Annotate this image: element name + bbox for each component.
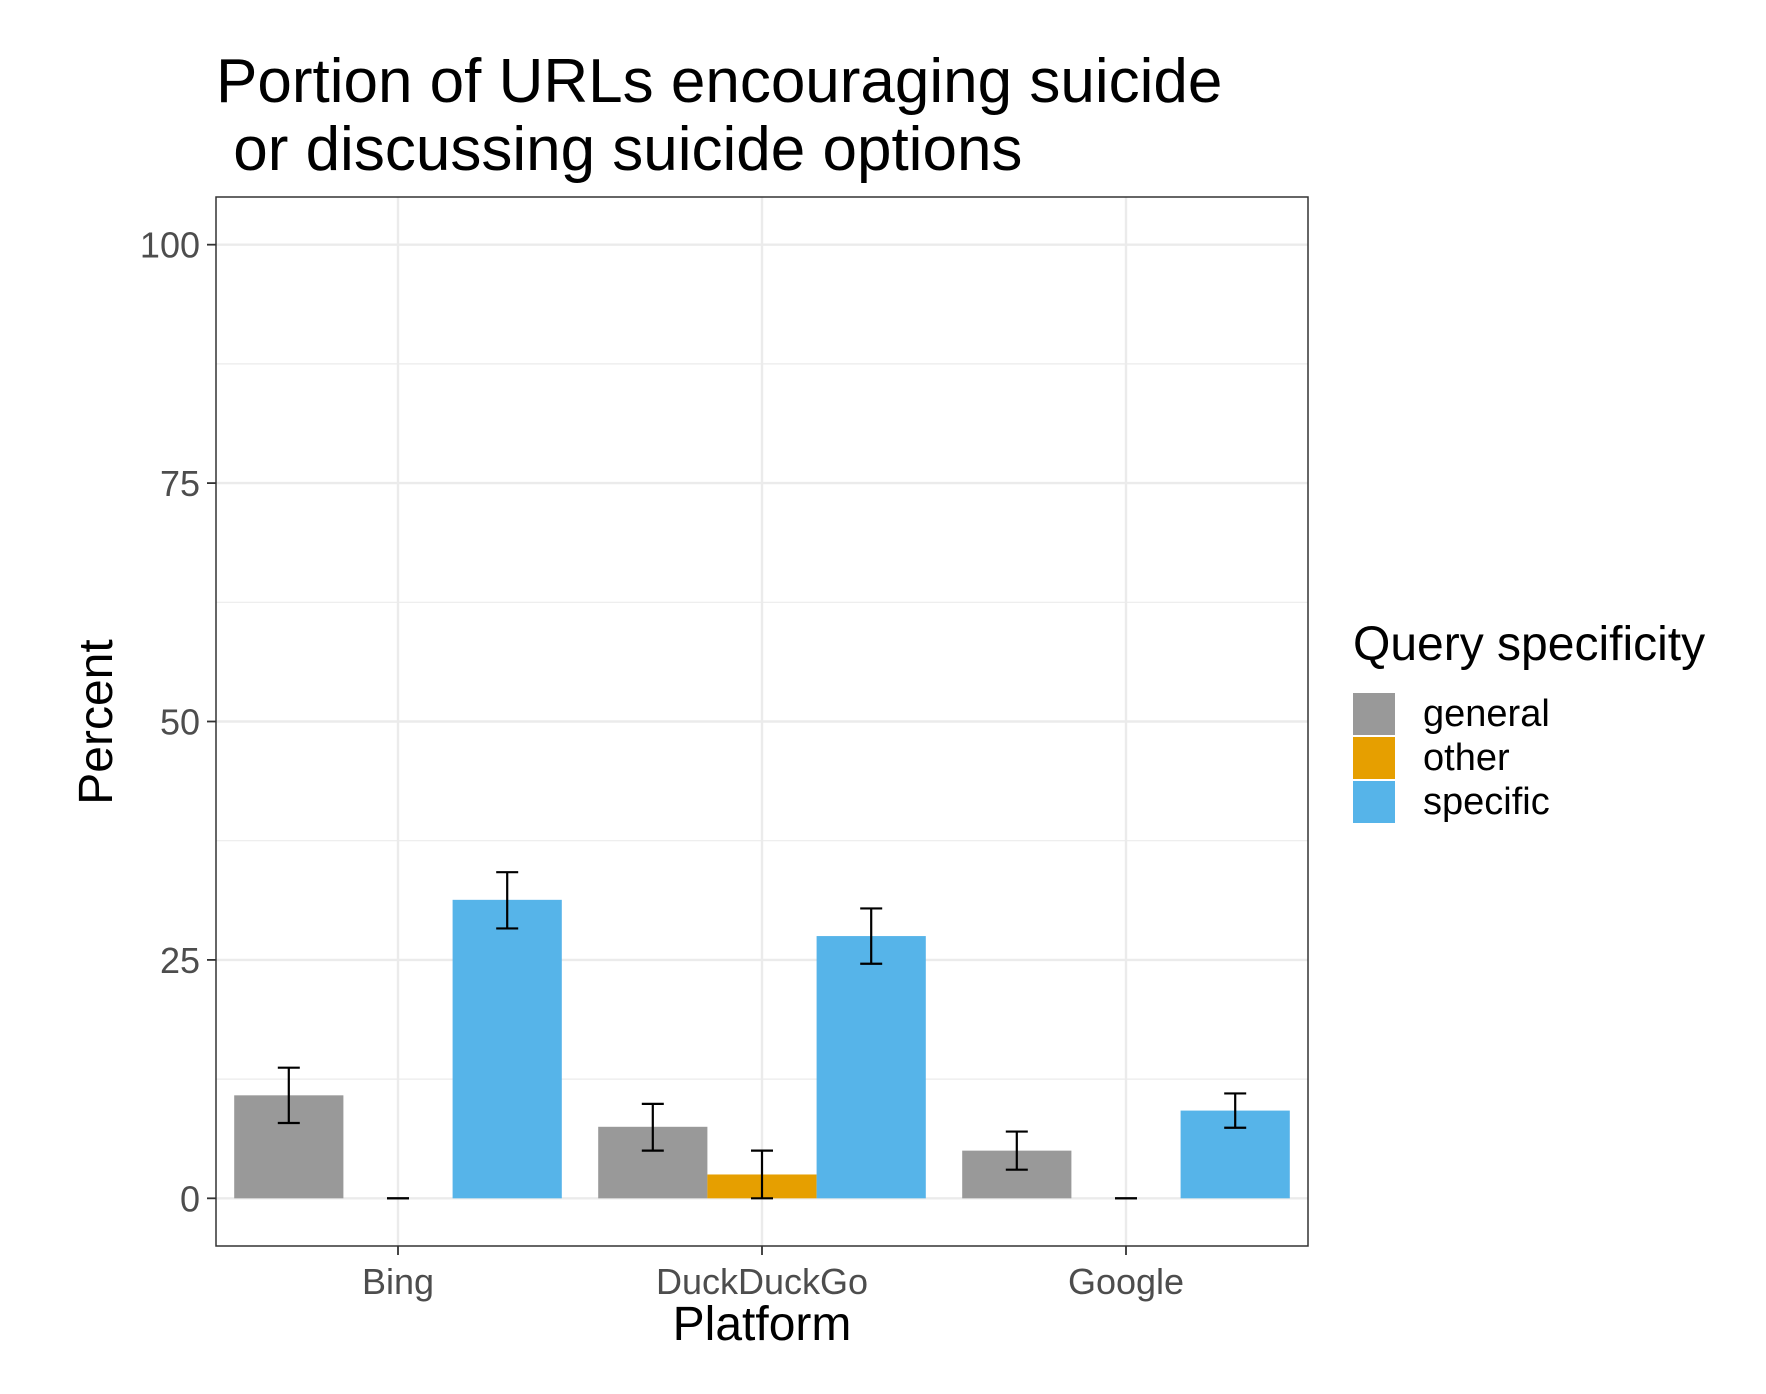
legend-item-other: other <box>1353 737 1510 779</box>
bar-specific-bing <box>452 899 562 1199</box>
grid-major <box>216 197 1308 1246</box>
y-tick-label: 50 <box>160 702 200 743</box>
x-tick-label: DuckDuckGo <box>656 1261 868 1302</box>
y-tick-label: 75 <box>160 463 200 504</box>
y-axis: 0 25 50 75 100 <box>140 225 216 1219</box>
error-bar-specific-google <box>1224 1092 1247 1129</box>
legend-title: Query specificity <box>1353 618 1705 671</box>
y-tick-label: 0 <box>180 1178 200 1219</box>
error-bar-general-duckduckgo <box>641 1102 664 1152</box>
y-tick-label: 25 <box>160 940 200 981</box>
legend-label-general: general <box>1423 693 1550 735</box>
x-axis-title: Platform <box>673 1298 852 1351</box>
error-bar-general-google <box>1005 1130 1028 1171</box>
legend-label-specific: specific <box>1423 781 1550 823</box>
chart-title-line-2: or discussing suicide options <box>216 115 1022 184</box>
bars <box>234 899 1290 1199</box>
chart-title-line-1: Portion of URLs encouraging suicide <box>216 47 1222 116</box>
error-bar-specific-duckduckgo <box>860 907 883 965</box>
legend-key-general <box>1353 693 1395 735</box>
x-axis: Bing DuckDuckGo Google <box>362 1246 1184 1302</box>
bar-specific-duckduckgo <box>816 936 926 1199</box>
legend-label-other: other <box>1423 737 1510 779</box>
legend-item-general: general <box>1353 693 1550 735</box>
error-bar-specific-bing <box>496 871 519 930</box>
error-bar-general-bing <box>277 1066 300 1125</box>
x-tick-label: Google <box>1068 1261 1184 1302</box>
x-tick-label: Bing <box>362 1261 434 1302</box>
legend-key-other <box>1353 737 1395 779</box>
y-axis-title: Percent <box>70 639 123 804</box>
legend-item-specific: specific <box>1353 781 1550 823</box>
y-tick-label: 100 <box>140 225 200 266</box>
error-bars <box>277 871 1247 1200</box>
error-bar-other-duckduckgo <box>751 1149 773 1200</box>
legend-key-specific <box>1353 781 1395 823</box>
